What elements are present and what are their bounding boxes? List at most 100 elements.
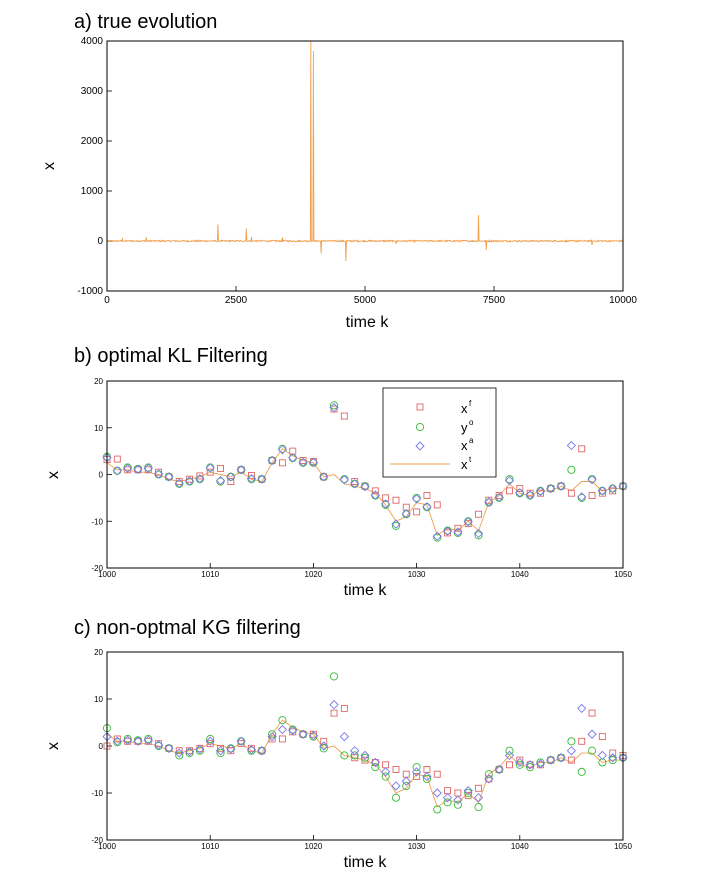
panel-b-analysis-point	[277, 445, 288, 455]
panel-c-analysis-point	[525, 760, 535, 770]
panel-c-forecast-point	[557, 754, 565, 762]
panel-c-observation-point	[587, 746, 597, 755]
panel-c-forecast-point	[598, 733, 606, 741]
panel-a-title: a) true evolution	[74, 11, 217, 33]
legend-label-2: y	[461, 420, 468, 435]
panel-b-forecast-point	[588, 492, 596, 499]
legend-circle-marker	[415, 422, 425, 432]
panel-b-analysis-point	[411, 494, 422, 504]
legend-box	[382, 387, 497, 478]
panel-b-forecast-point	[413, 508, 421, 516]
panel-b-ytick-label: 20	[94, 377, 103, 386]
panel-a-ytick-label: -1000	[77, 286, 103, 297]
panel-c-forecast-point	[506, 761, 513, 769]
panel-b-xlabel: time k	[344, 582, 388, 599]
panel-c-analysis-point	[370, 757, 380, 768]
panel-b-observation-point	[433, 533, 442, 542]
panel-c-analysis-point	[566, 746, 577, 756]
panel-a-ytick-label: 0	[97, 236, 103, 247]
panel-b-analysis-point	[525, 490, 535, 500]
panel-c-observation-point	[453, 800, 462, 809]
panel-b-analysis-point	[504, 475, 515, 486]
panel-c-analysis-point	[215, 746, 226, 756]
panel-b-analysis-point	[556, 481, 566, 491]
panel-c-analysis-point	[453, 795, 463, 805]
panel-b-analysis-point	[535, 486, 546, 496]
panel-b-forecast-point	[165, 473, 173, 481]
panel-c-analysis-point	[153, 740, 164, 750]
panel-c-observation-point	[216, 749, 225, 758]
panel-b-forecast-point	[237, 466, 245, 474]
panel-b-analysis-point	[153, 469, 164, 479]
panel-c-ytick-label: -20	[91, 836, 103, 845]
panel-c-observation-point	[526, 763, 535, 772]
panel-c-forecast-point	[413, 773, 421, 780]
panel-b-forecast-point	[278, 459, 286, 467]
panel-c: c) non-optmal KG filtering x time k 1000…	[45, 617, 632, 871]
legend-sup-3: a	[469, 436, 474, 445]
panel-c-analysis-point	[112, 736, 122, 746]
panel-b-xtick-label: 1040	[511, 570, 529, 579]
panel-a: a) true evolution x time k 0 2500 5000 7500…	[41, 11, 637, 331]
panel-c-forecast-point	[330, 709, 338, 717]
panel-c-forecast-point	[165, 744, 173, 752]
panel-a-xtick-label: 2500	[225, 295, 248, 306]
legend-label-1: x	[461, 401, 468, 416]
panel-c-observation-point	[422, 774, 431, 783]
panel-b-xtick-label: 1030	[408, 570, 426, 579]
panel-b-forecast-point	[227, 478, 235, 485]
panel-c-observation-point	[391, 793, 401, 802]
panel-c-analysis-point	[143, 735, 153, 745]
panel-c-observation-point	[206, 734, 215, 744]
panel-c-analysis-point	[442, 793, 453, 803]
panel-c-forecast-point	[423, 766, 431, 773]
panel-c-forecast-point	[217, 744, 224, 752]
panel-b-analysis-point	[370, 490, 380, 500]
panel-c-analysis-point	[360, 750, 370, 761]
panel-a-xtick-label: 5000	[354, 295, 377, 306]
legend-label-3: x	[461, 438, 468, 453]
panel-c-forecast-point	[268, 735, 276, 743]
panel-b-analysis-point	[133, 464, 143, 474]
panel-b-forecast-point	[113, 455, 121, 463]
panel-c-analysis-point	[577, 703, 587, 714]
panel-b-analysis-point	[246, 474, 257, 484]
panel-a-ylabel: x	[41, 162, 58, 170]
panel-c-forecast-point	[258, 747, 266, 755]
panel-b-marks	[102, 401, 628, 542]
panel-b-analysis-point	[215, 475, 226, 486]
panel-c-analysis-point	[184, 747, 195, 757]
panel-c-observation-point	[608, 756, 617, 765]
panel-c-forecast-point	[175, 747, 183, 755]
panel-b-true-line	[106, 448, 623, 536]
panel-b-analysis-point	[174, 478, 184, 489]
panel-c-analysis-point	[411, 767, 422, 777]
panel-b-ytick-label: -20	[91, 564, 103, 573]
panel-b-analysis-point	[195, 474, 205, 484]
panel-b-ytick-label: 0	[99, 471, 104, 480]
panel-b-analysis-point	[267, 455, 277, 466]
panel-b-analysis-point	[123, 463, 133, 474]
panel-c-analysis-point	[226, 744, 236, 754]
panel-c-xtick-label: 1050	[614, 842, 632, 851]
panel-c-observation-point	[577, 767, 586, 776]
panel-c-observation-point	[443, 798, 452, 807]
panel-b-observation-point	[567, 465, 576, 474]
panel-b-xtick-label: 1050	[614, 570, 632, 579]
panel-a-marks	[106, 40, 624, 262]
panel-c-observation-point	[360, 753, 370, 762]
panel-c-observation-point	[464, 788, 473, 798]
panel-b-analysis-point	[442, 526, 453, 536]
legend-sup-2: o	[469, 418, 474, 427]
panel-b-analysis-point	[566, 440, 577, 451]
panel-c-forecast-point	[320, 737, 328, 745]
panel-b-forecast-point	[248, 471, 255, 479]
panel-b-forecast-point	[217, 464, 224, 472]
panel-c-ytick-label: 0	[99, 742, 104, 751]
panel-b-observation-point	[391, 521, 401, 530]
panel-c-ytick-label: 10	[94, 695, 103, 704]
panel-c-analysis-point	[236, 736, 246, 746]
panel-c-observation-point	[515, 760, 524, 769]
